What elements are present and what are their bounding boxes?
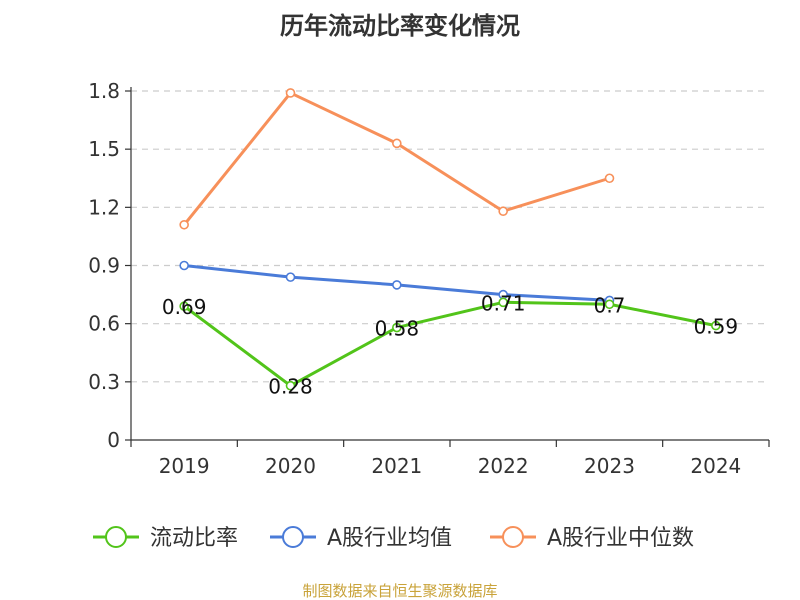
legend-label: A股行业均值 bbox=[327, 526, 452, 551]
series-point bbox=[604, 299, 615, 310]
x-tick-label: 2019 bbox=[159, 454, 210, 478]
data-label: 0.58 bbox=[375, 317, 420, 341]
series-point bbox=[498, 206, 508, 217]
x-tick-label: 2022 bbox=[478, 454, 529, 478]
y-tick-label: 1.8 bbox=[88, 79, 120, 103]
data-labels: 0.69 0.28 0.58 0.71 0.7 0.59 bbox=[162, 291, 738, 398]
legend-marker bbox=[502, 526, 524, 548]
y-tick-label: 1.2 bbox=[88, 195, 120, 219]
legend-marker bbox=[282, 526, 304, 548]
series-point bbox=[392, 280, 402, 290]
x-tick-label: 2021 bbox=[371, 454, 422, 478]
y-tick-label: 0.9 bbox=[88, 254, 120, 278]
series-point bbox=[179, 260, 189, 271]
series-point bbox=[285, 88, 296, 98]
data-label: 0.69 bbox=[162, 295, 207, 319]
series-point bbox=[179, 301, 189, 312]
y-tick-label: 0 bbox=[107, 428, 120, 452]
data-label: 0.59 bbox=[694, 315, 739, 339]
series-line bbox=[182, 91, 611, 227]
series-point bbox=[285, 272, 296, 282]
grid-lines bbox=[131, 90, 769, 383]
data-label: 0.7 bbox=[594, 293, 626, 317]
series-layer bbox=[179, 88, 721, 391]
series-point bbox=[498, 297, 508, 308]
y-tick-label: 1.5 bbox=[88, 137, 120, 161]
series-point bbox=[604, 173, 615, 184]
data-label: 0.71 bbox=[481, 291, 526, 315]
series-line bbox=[182, 300, 718, 388]
series-point bbox=[179, 219, 189, 230]
chart-title: 历年流动比率变化情况 bbox=[280, 12, 520, 40]
x-tick-label: 2020 bbox=[265, 454, 316, 478]
legend: 流动比率 A股行业均值 A股行业中位数 bbox=[93, 526, 694, 551]
y-tick-label: 0.3 bbox=[88, 370, 120, 394]
x-tick-label: 2024 bbox=[690, 454, 741, 478]
source-note: 制图数据来自恒生聚源数据库 bbox=[302, 582, 497, 600]
axes: 0 0.3 0.6 0.9 1.2 1.5 1.8 2019 2020 2021 2022 2023 2… bbox=[88, 79, 770, 478]
legend-marker bbox=[105, 526, 127, 548]
series-point bbox=[392, 322, 402, 333]
data-label: 0.28 bbox=[268, 375, 313, 399]
x-tick-label: 2023 bbox=[584, 454, 635, 478]
series-point bbox=[392, 138, 402, 149]
legend-label: A股行业中位数 bbox=[547, 526, 694, 551]
y-tick-label: 0.6 bbox=[88, 312, 120, 336]
series-point bbox=[285, 380, 296, 391]
series-point bbox=[711, 320, 721, 331]
legend-label: 流动比率 bbox=[150, 526, 238, 551]
